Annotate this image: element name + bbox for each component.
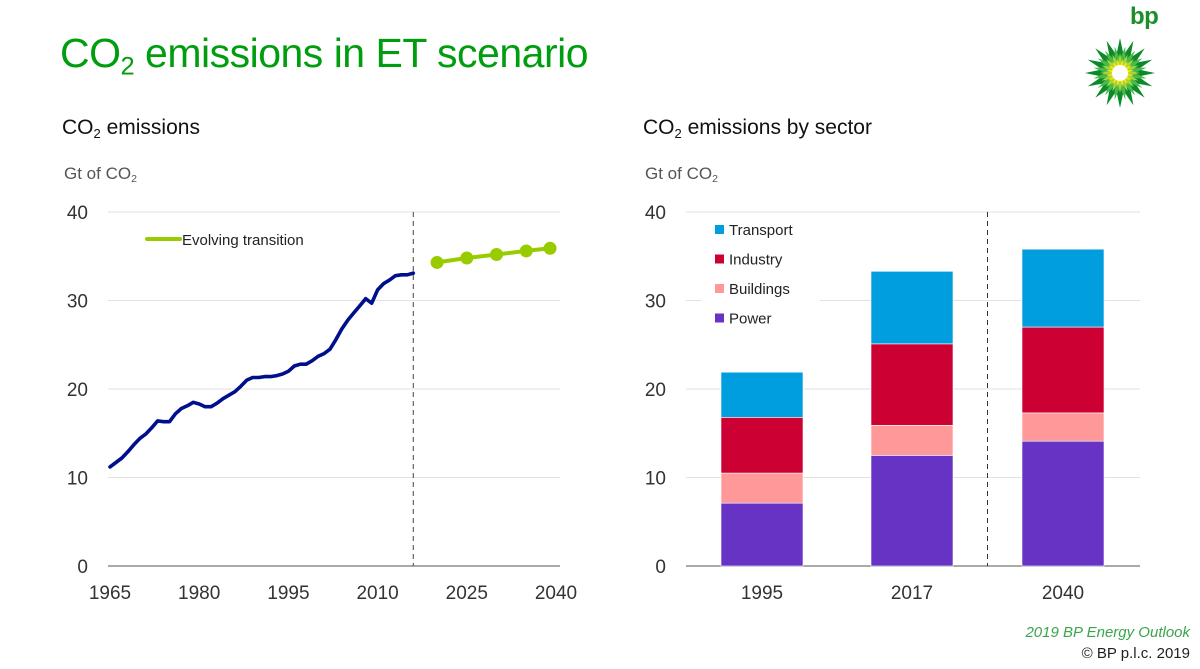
line-chart: 0 10 20 30 40 1965 1980 1995 2010 2025 2040 Evolvin… (67, 203, 577, 604)
right-chart-title-rest: emissions by sector (681, 116, 872, 139)
bar-segment-power (870, 455, 954, 567)
bar-segment-industry (870, 343, 954, 426)
y-tick-label: 40 (645, 203, 666, 224)
bar-segment-transport (870, 270, 954, 345)
x-tick-label: 2010 (356, 583, 398, 604)
y-tick-label: 0 (77, 557, 88, 578)
right-chart-title: CO2 emissions by sector (643, 116, 872, 140)
legend-swatch-power (715, 313, 724, 323)
helios-sunflower-icon (1085, 38, 1155, 108)
y-tick-label: 10 (645, 469, 666, 490)
y-tick-label: 40 (67, 203, 88, 224)
x-tick-label: 1980 (178, 583, 220, 604)
right-chart-title-subscript: 2 (674, 125, 682, 141)
page-title-text: CO (60, 30, 121, 76)
right-chart-unit: Gt of CO2 (645, 164, 718, 184)
y-tick-label: 0 (655, 557, 666, 578)
left-chart-title-subscript: 2 (93, 125, 101, 141)
projection-point (430, 255, 444, 269)
y-tick-label: 10 (67, 469, 88, 490)
x-tick-label: 1995 (267, 583, 309, 604)
history-line (108, 271, 416, 469)
projection-point (519, 244, 533, 258)
legend-swatch-industry (715, 254, 724, 264)
y-tick-label: 30 (67, 292, 88, 313)
page-title-subscript: 2 (120, 52, 135, 81)
footer-copyright: © BP p.l.c. 2019 (1081, 645, 1190, 662)
footer-source: 2019 BP Energy Outlook (1025, 624, 1190, 641)
logo-petal (1100, 71, 1120, 75)
left-chart-title-text: CO (62, 116, 94, 139)
stacked-bar-chart: 0 10 20 30 40 1995 2017 2040 Transport Industry Bu… (645, 203, 1140, 604)
left-unit-text: Gt of CO (64, 164, 132, 183)
legend-label-transport: Transport (729, 222, 793, 239)
left-chart-unit: Gt of CO2 (64, 164, 137, 184)
legend-label-industry: Industry (729, 252, 783, 269)
bar-segment-transport (720, 371, 804, 418)
legend-label-power: Power (729, 311, 772, 328)
bar-segment-buildings (720, 472, 804, 504)
left-unit-subscript: 2 (131, 173, 137, 186)
projection-point (543, 241, 557, 255)
bar-segment-transport (1021, 248, 1105, 328)
x-tick-label: 2025 (446, 583, 488, 604)
x-tick-label: 2040 (1042, 583, 1084, 604)
y-tick-label: 30 (645, 292, 666, 313)
logo-petal (1118, 53, 1122, 73)
x-tick-label: 2040 (535, 583, 577, 604)
bar-segment-power (1021, 440, 1105, 567)
bar-segment-buildings (870, 424, 954, 456)
y-tick-label: 20 (645, 380, 666, 401)
bar-segment-buildings (1021, 412, 1105, 442)
right-unit-subscript: 2 (712, 173, 718, 186)
bar-segment-industry (1021, 326, 1105, 414)
page-title: CO2 emissions in ET scenario (60, 30, 589, 79)
x-tick-label: 1965 (89, 583, 131, 604)
logo-petal (1120, 71, 1140, 75)
projection-point (460, 251, 474, 265)
logo-center (1112, 65, 1128, 81)
legend-label-buildings: Buildings (729, 281, 790, 298)
logo-petal (1118, 73, 1122, 93)
bar-segment-power (720, 502, 804, 567)
bp-logo-text: bp (1130, 3, 1159, 30)
y-tick-label: 20 (67, 380, 88, 401)
left-chart-title: CO2 emissions (62, 116, 200, 140)
page-title-rest: emissions in ET scenario (134, 30, 589, 76)
right-unit-text: Gt of CO (645, 164, 713, 183)
bar-segment-industry (720, 417, 804, 474)
projection-point (490, 247, 504, 261)
legend-swatch-transport (715, 225, 724, 234)
legend-label-evolving-transition: Evolving transition (182, 232, 304, 249)
x-tick-label: 1995 (741, 583, 783, 604)
right-chart-title-text: CO (643, 116, 675, 139)
left-chart-title-rest: emissions (100, 116, 200, 139)
x-tick-label: 2017 (891, 583, 933, 604)
legend-swatch-buildings (715, 284, 724, 293)
